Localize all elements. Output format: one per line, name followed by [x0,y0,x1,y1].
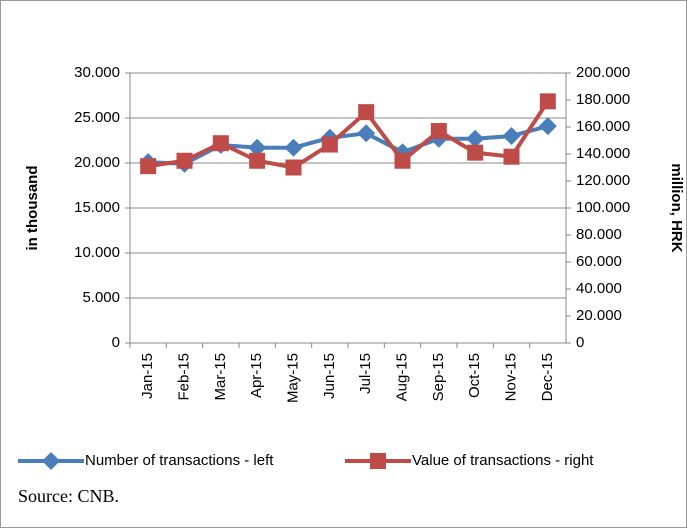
y-axis-label: in thousand [24,166,41,251]
square-marker [358,104,375,121]
y2-tick-label: 80.000 [576,226,622,243]
x-tick-label: Nov-15 [502,353,519,401]
y2-tick-label: 20.000 [576,307,622,324]
y2-tick-label: 140.000 [576,145,630,162]
y-tick-label: 0 [112,334,120,351]
diamond-marker [502,127,521,145]
x-tick-label: Jan-15 [139,353,156,399]
y2-tick-label: 120.000 [576,172,630,189]
square-marker [539,93,556,110]
square-marker [321,136,338,153]
square-marker [430,123,447,140]
x-tick-label: Feb-15 [175,353,192,401]
diamond-marker [538,117,557,136]
diamond-marker [357,124,376,143]
square-marker [212,135,229,152]
diamond-marker [42,452,60,470]
y-tick-label: 15.000 [74,199,120,216]
x-tick-label: Apr-15 [248,353,265,398]
x-tick-label: Sep-15 [430,353,447,401]
y2-tick-label: 0 [576,334,584,351]
legend-label: Value of transactions - right [412,452,594,469]
x-tick-label: Oct-15 [466,353,483,398]
square-marker [467,144,484,161]
diamond-marker [248,138,267,157]
x-tick-label: May-15 [284,353,301,403]
square-marker [394,152,411,169]
y2-tick-label: 60.000 [576,253,622,270]
square-marker [370,453,386,469]
y-tick-label: 25.000 [74,109,120,126]
y-tick-label: 10.000 [74,244,120,261]
x-tick-label: Jun-15 [321,353,338,399]
y2-tick-label: 40.000 [576,280,622,297]
y-tick-label: 20.000 [74,154,120,171]
x-tick-label: Aug-15 [393,353,410,401]
y2-tick-label: 160.000 [576,118,630,135]
legend-label: Number of transactions - left [85,452,274,469]
square-marker [503,148,520,165]
y-tick-label: 5.000 [82,289,120,306]
y2-axis-label: million, HRK [668,163,685,252]
x-tick-label: Mar-15 [212,353,229,401]
square-marker [140,158,157,175]
square-marker [176,152,193,169]
y-tick-label: 30.000 [74,64,120,81]
diamond-marker [284,138,303,157]
diamond-marker [466,129,485,148]
y2-tick-label: 100.000 [576,199,630,216]
y2-tick-label: 200.000 [576,64,630,81]
y2-tick-label: 180.000 [576,91,630,108]
square-marker [249,152,266,169]
source: Source: CNB. [18,486,119,506]
x-tick-label: Jul-15 [357,353,374,394]
square-marker [285,159,302,176]
x-tick-label: Dec-15 [539,353,556,401]
